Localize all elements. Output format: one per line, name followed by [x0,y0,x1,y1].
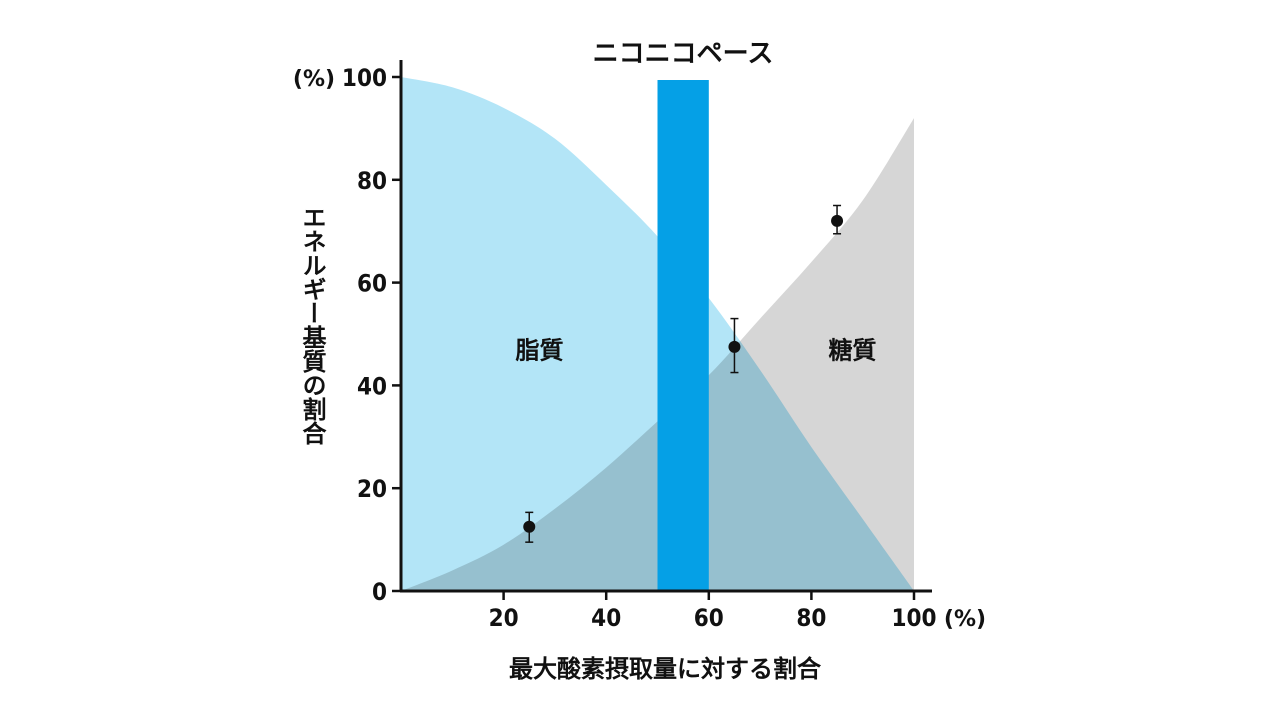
y-tick-label: 0 [372,578,387,606]
x-tick-label: 60 [694,604,724,632]
y-tick-label: 80 [357,167,387,195]
x-tick-label: 40 [591,604,621,632]
data-point [831,214,844,227]
axes-group: 0 20 40 60 80 100 20 40 60 80 100 [342,60,937,632]
highlight-band-group [657,80,709,591]
labels-group: 脂質 糖質 [516,336,877,364]
data-point [523,520,536,533]
data-points-group [523,204,844,543]
y-axis-unit: (%) [293,67,335,92]
y-tick-label: 60 [357,270,387,298]
x-tick-label: 20 [489,604,519,632]
x-axis-unit: (%) [944,607,986,632]
x-tick-label: 80 [796,604,826,632]
region-label: 脂質 [516,336,564,364]
chart-title: ニコニコペース [593,39,774,69]
y-tick-label: 100 [342,64,387,92]
y-tick-label: 40 [357,372,387,400]
region-label: 糖質 [828,336,876,364]
x-tick-label: 100 [891,604,936,632]
y-axis-title: エネルギー基質の割合 [298,205,326,445]
data-point [728,340,741,353]
area-carb [401,118,914,592]
x-axis-title: 最大酸素摂取量に対する割合 [509,655,822,683]
niconico-band [657,80,709,591]
y-tick-label: 20 [357,475,387,503]
